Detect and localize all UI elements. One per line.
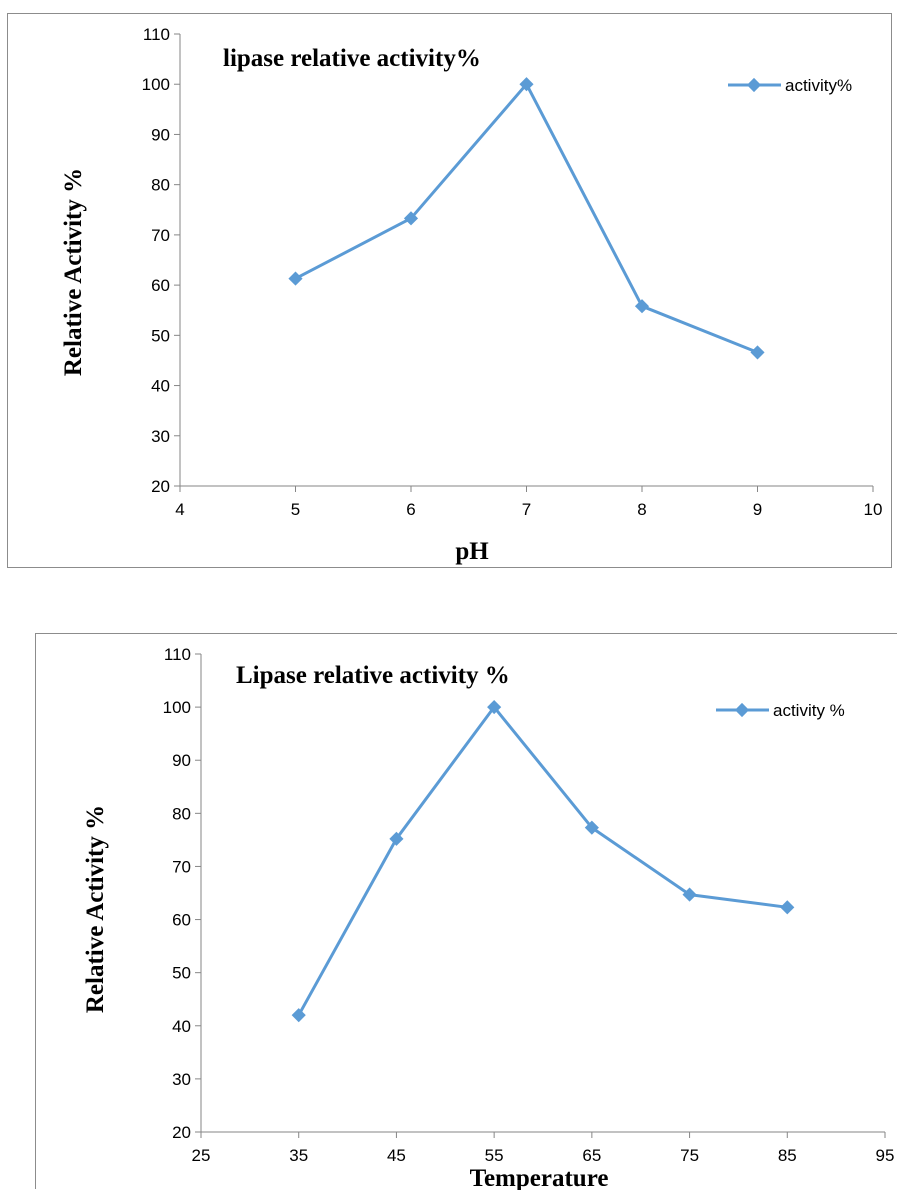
y-tick-label: 90 bbox=[172, 751, 191, 770]
series-line bbox=[294, 82, 759, 354]
chart-title: lipase relative activity% bbox=[223, 45, 481, 72]
data-point bbox=[403, 211, 419, 226]
legend: activity% bbox=[728, 76, 852, 95]
data-point bbox=[780, 900, 795, 915]
data-point bbox=[519, 77, 534, 92]
y-tick-label: 30 bbox=[151, 427, 170, 446]
x-tick-label: 45 bbox=[387, 1146, 406, 1165]
legend-label: activity% bbox=[785, 76, 852, 95]
y-tick-label: 70 bbox=[151, 226, 170, 245]
data-point bbox=[584, 820, 599, 835]
data-point bbox=[291, 1008, 306, 1023]
x-tick-label: 25 bbox=[192, 1146, 211, 1165]
y-tick-label: 20 bbox=[172, 1123, 191, 1142]
y-axis-title: Relative Activity % bbox=[60, 168, 87, 376]
data-point bbox=[750, 345, 765, 360]
x-tick-label: 5 bbox=[291, 500, 300, 519]
data-point bbox=[634, 299, 650, 314]
y-tick-label: 100 bbox=[142, 75, 170, 94]
x-tick-label: 55 bbox=[485, 1146, 504, 1165]
y-tick-label: 60 bbox=[151, 276, 170, 295]
y-tick-label: 80 bbox=[172, 804, 191, 823]
chart-temperature: Lipase relative activity % Temperature R… bbox=[35, 633, 897, 1190]
legend: activity % bbox=[716, 701, 845, 720]
x-tick-label: 75 bbox=[680, 1146, 699, 1165]
x-tick-label: 35 bbox=[289, 1146, 308, 1165]
chart-title: Lipase relative activity % bbox=[236, 662, 510, 689]
x-tick-label: 4 bbox=[175, 500, 184, 519]
y-tick-label: 110 bbox=[164, 645, 191, 664]
legend-marker bbox=[734, 702, 750, 718]
chart-temperature-svg: Lipase relative activity % Temperature R… bbox=[82, 645, 895, 1190]
x-tick-label: 85 bbox=[778, 1146, 797, 1165]
chart-ph-svg: lipase relative activity% pH Relative Ac… bbox=[60, 25, 883, 565]
y-tick-label: 60 bbox=[172, 911, 191, 930]
data-point bbox=[389, 831, 404, 846]
series-line bbox=[297, 705, 788, 1016]
y-tick-label: 40 bbox=[151, 377, 170, 396]
legend-marker bbox=[746, 77, 762, 93]
legend-label: activity % bbox=[773, 701, 845, 720]
y-tick-label: 80 bbox=[151, 176, 170, 195]
x-tick-label: 65 bbox=[582, 1146, 601, 1165]
x-tick-label: 10 bbox=[864, 500, 883, 519]
y-tick-label: 40 bbox=[172, 1017, 191, 1036]
y-axis-title: Relative Activity % bbox=[82, 805, 109, 1013]
x-tick-label: 9 bbox=[753, 500, 762, 519]
x-tick-label: 8 bbox=[637, 500, 646, 519]
x-tick-label: 6 bbox=[406, 500, 415, 519]
x-axis-title: pH bbox=[455, 538, 489, 565]
data-point bbox=[682, 887, 697, 902]
x-tick-label: 7 bbox=[522, 500, 531, 519]
chart-ph: lipase relative activity% pH Relative Ac… bbox=[7, 13, 892, 568]
y-tick-label: 50 bbox=[172, 964, 191, 983]
y-tick-label: 20 bbox=[151, 477, 170, 496]
x-axis-title: Temperature bbox=[470, 1165, 609, 1190]
data-point bbox=[288, 271, 303, 286]
y-tick-label: 110 bbox=[143, 25, 170, 44]
y-tick-label: 50 bbox=[151, 326, 170, 345]
x-tick-label: 95 bbox=[876, 1146, 895, 1165]
y-tick-label: 90 bbox=[151, 125, 170, 144]
y-tick-label: 70 bbox=[172, 857, 191, 876]
y-tick-label: 100 bbox=[163, 698, 191, 717]
y-tick-label: 30 bbox=[172, 1070, 191, 1089]
